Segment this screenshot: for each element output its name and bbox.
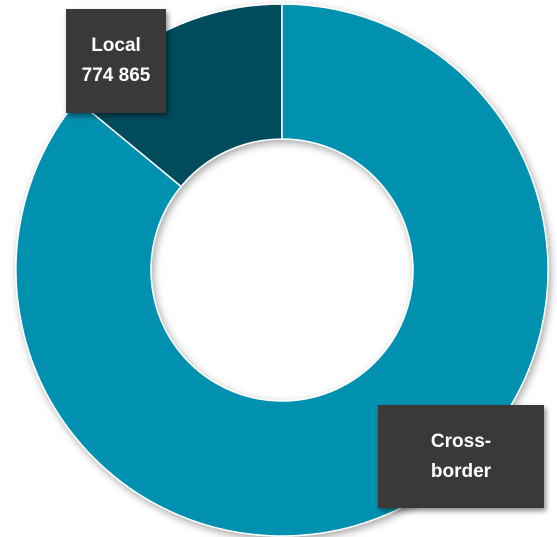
data-label-cross-border-line1: Cross- <box>430 430 492 452</box>
donut-slice-cross-border <box>15 3 549 537</box>
data-label-local-value: 774 865 <box>81 65 151 86</box>
data-label-cross-border: Cross- border <box>378 405 544 508</box>
data-label-local-name: Local <box>91 35 141 56</box>
data-label-cross-border-line2: border <box>430 460 492 482</box>
data-label-local: Local 774 865 <box>66 9 166 113</box>
